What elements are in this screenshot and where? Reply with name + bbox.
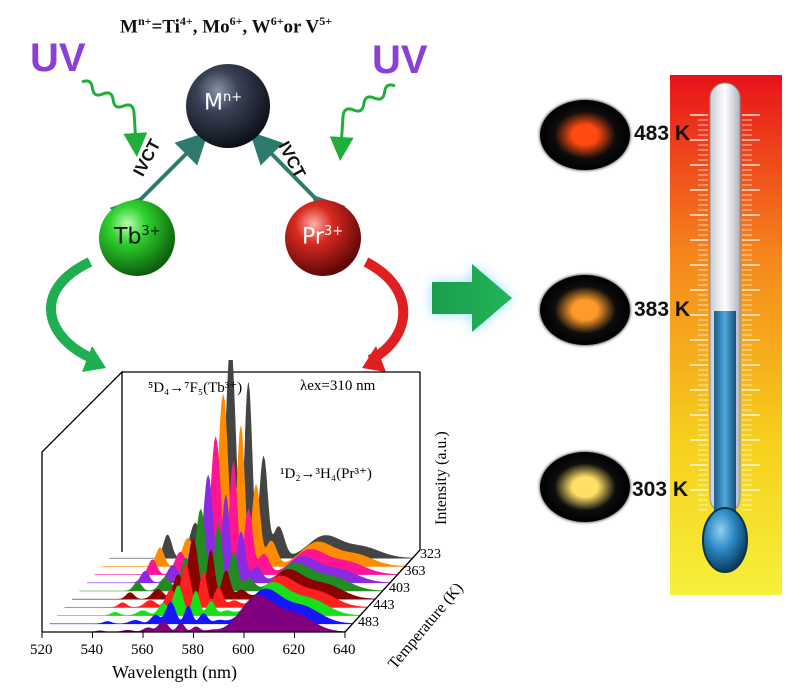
sample-spot-2	[540, 452, 630, 522]
z-tick-group: 323 363 403 443 483	[358, 547, 441, 630]
x-tick-label: 600	[232, 642, 255, 658]
uv-label-right: UV	[372, 38, 428, 82]
right-arrow	[432, 264, 512, 332]
ivct-arrow-right	[249, 131, 346, 229]
x-axis-label: Wavelength (nm)	[112, 662, 237, 683]
z-tick-label: 483	[358, 615, 379, 630]
uv-label-left: UV	[30, 36, 86, 80]
sample-spot-0	[540, 100, 630, 170]
tb-ion-label: Tb3+	[114, 224, 161, 250]
x-tick-label: 620	[283, 642, 306, 658]
ivct-arrow-left	[109, 131, 209, 231]
thermometer-bulb	[702, 507, 748, 573]
pr-transition-annotation: ¹D₂→³H₄(Pr³⁺)	[280, 466, 372, 482]
formula-title: Mn+=Ti4+, Mo6+, W6+or V5+	[120, 14, 333, 38]
uv-wave-right	[329, 83, 396, 161]
spectrum-series-5	[79, 508, 383, 592]
excitation-annotation: λex=310 nm	[300, 378, 376, 394]
tb-transition-annotation: ⁵D₄→⁷F₅(Tb³⁺)	[148, 380, 242, 396]
y-axis-label: Intensity (a.u.)	[433, 431, 450, 525]
z-tick-label: 403	[389, 581, 410, 596]
uv-wave-left	[81, 79, 148, 157]
thermometer	[670, 75, 782, 595]
tb-ion-sphere	[99, 200, 175, 276]
x-tick-label: 580	[182, 642, 205, 658]
tb-emission-arrowhead	[82, 346, 106, 372]
sample-spot-1	[540, 275, 630, 345]
z-tick-label: 443	[374, 598, 395, 613]
x-tick-label: 540	[81, 642, 104, 658]
x-tick-label: 640	[333, 642, 356, 658]
metal-ion-sphere	[186, 64, 270, 148]
spectrum-series-6	[87, 474, 391, 584]
x-tick-label: 560	[131, 642, 154, 658]
spectrum-chart: 520 540 560 580 600 620 640 323 363 403 443 483 Wa…	[30, 360, 467, 683]
x-tick-label: 520	[30, 642, 53, 658]
pr-emission-arrowhead	[362, 346, 386, 372]
thermometer-mercury	[714, 311, 736, 521]
pr-emission-arrow	[363, 257, 409, 365]
tb-emission-arrow	[46, 257, 98, 365]
pr-ion-label: Pr3+	[302, 224, 344, 250]
z-tick-label: 363	[405, 564, 426, 579]
spectrum-traces	[42, 360, 413, 633]
x-tick-group: 520 540 560 580 600 620 640	[30, 632, 356, 658]
spectrum-series-4	[72, 538, 376, 600]
temp-label-483: 483 K	[634, 122, 691, 145]
chart-back-frame-left	[41, 370, 123, 632]
z-axis-line	[344, 549, 421, 633]
temp-label-303: 303 K	[632, 478, 689, 501]
z-tick-label: 323	[420, 547, 441, 562]
metal-ion-label: Mn+	[204, 90, 243, 116]
thermometer-scale	[690, 114, 760, 511]
temp-label-383: 383 K	[634, 298, 691, 321]
pr-ion-sphere	[285, 200, 361, 276]
